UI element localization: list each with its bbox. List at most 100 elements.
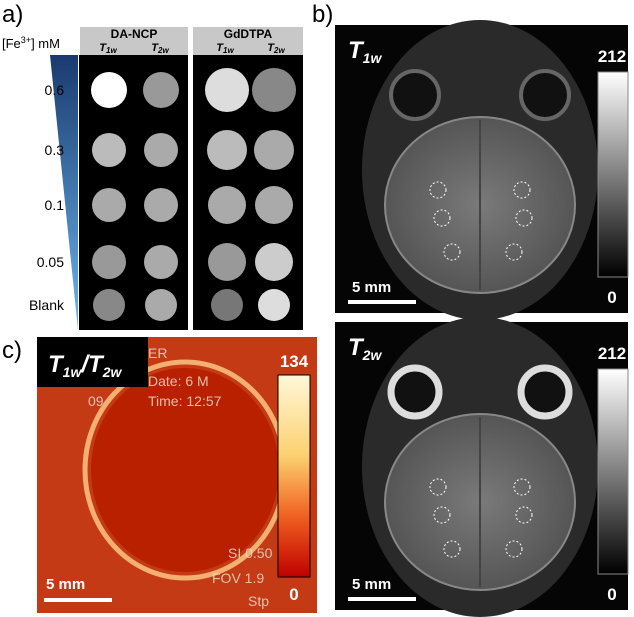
slash: /	[80, 351, 90, 378]
roi	[513, 478, 531, 496]
tube	[258, 289, 290, 321]
column-title: T1w	[216, 42, 234, 55]
overlay-text: Date: 6 M	[148, 373, 209, 389]
overlay-text: Stp	[248, 593, 269, 609]
t-sub: 1w	[63, 364, 83, 380]
title-box	[37, 337, 148, 387]
colorbar	[597, 71, 629, 278]
tube	[255, 243, 293, 281]
roi	[429, 181, 447, 199]
t-sub: 1w	[106, 46, 117, 55]
tube	[211, 289, 243, 321]
axis-label: [Fe3+] mM	[2, 35, 60, 51]
row-label: 0.05	[37, 254, 64, 270]
group-title: GdDTPA	[224, 27, 273, 41]
row-label: 0.3	[45, 142, 65, 158]
colorbar-min: 0	[289, 585, 298, 604]
roi	[513, 181, 531, 199]
axis-label-end: ] mM	[31, 36, 60, 51]
overlay-text: ER	[148, 345, 167, 361]
colorbar	[277, 374, 311, 578]
overlay-text: SI 0.50	[228, 545, 273, 561]
t-sub: 1w	[223, 46, 234, 55]
tube	[144, 133, 178, 167]
roi	[515, 209, 533, 227]
colorbar	[597, 368, 629, 575]
overlay-text: 09	[88, 393, 104, 409]
t-sub: 2w	[362, 347, 383, 363]
concentration-wedge	[50, 55, 78, 330]
tube	[143, 72, 179, 108]
row-label: Blank	[29, 297, 65, 313]
group-header	[80, 27, 188, 55]
roi	[429, 478, 447, 496]
colorbar-max: 134	[280, 352, 309, 371]
colorbar-max: 212	[598, 344, 626, 363]
colorbar-min: 0	[607, 288, 616, 307]
group-header	[193, 27, 303, 55]
brain-region	[91, 368, 279, 572]
roi	[433, 506, 451, 524]
tube	[144, 188, 178, 222]
tube	[205, 68, 249, 112]
axis-label-sup: 3+	[21, 35, 31, 45]
tube	[92, 245, 126, 279]
eye	[387, 364, 443, 420]
t: T	[216, 42, 224, 54]
row-label: 0.1	[45, 197, 65, 213]
image-title: T1w	[348, 37, 382, 66]
tube	[208, 243, 246, 281]
axis-label-text: [Fe	[2, 36, 21, 51]
column-title: T2w	[151, 42, 169, 55]
tube	[254, 130, 294, 170]
colorbar-max: 212	[598, 47, 626, 66]
tube	[252, 68, 296, 112]
column-title: T1w	[99, 42, 117, 55]
roi	[443, 243, 461, 261]
t-sub: 2w	[157, 46, 169, 55]
colorbar-min: 0	[607, 585, 616, 604]
mri-image: T2w 212 0 5 mm	[335, 317, 629, 617]
roi	[515, 506, 533, 524]
t: T	[88, 351, 105, 378]
panel-label: a)	[2, 1, 23, 28]
t-sub: 2w	[273, 46, 285, 55]
scale-bar-label: 5 mm	[352, 279, 391, 296]
row-labels: 0.6 0.3 0.1 0.05 Blank	[29, 82, 65, 313]
mri-image: T1w 212 0 5 mm	[335, 20, 629, 320]
tube	[207, 130, 247, 170]
phantom-tubes	[91, 68, 296, 321]
tube	[208, 186, 246, 224]
roi	[433, 209, 451, 227]
image-title: T2w	[348, 334, 382, 363]
eye	[389, 69, 441, 121]
tube	[93, 289, 125, 321]
t: T	[348, 37, 365, 64]
image-title: T1w/T2w	[48, 351, 122, 380]
t-sub: 2w	[102, 364, 123, 380]
overlay-text: Time: 12:57	[148, 393, 222, 409]
scale-bar-label: 5 mm	[46, 576, 85, 593]
column-title: T2w	[267, 42, 285, 55]
roi	[505, 243, 523, 261]
tube	[92, 188, 126, 222]
tube	[91, 72, 127, 108]
tube	[144, 245, 178, 279]
t-sub: 1w	[363, 50, 383, 66]
tube	[92, 133, 126, 167]
tube	[255, 186, 293, 224]
scale-bar-label: 5 mm	[352, 576, 391, 593]
roi	[443, 540, 461, 558]
t: T	[48, 351, 65, 378]
eye	[519, 69, 571, 121]
t: T	[348, 334, 365, 361]
panel-label: c)	[2, 337, 22, 364]
group-title: DA-NCP	[111, 27, 158, 41]
panel-label: b)	[312, 1, 333, 28]
overlay-text: FOV 1.9	[212, 570, 264, 586]
eye	[517, 364, 573, 420]
t: T	[151, 42, 159, 54]
roi	[505, 540, 523, 558]
